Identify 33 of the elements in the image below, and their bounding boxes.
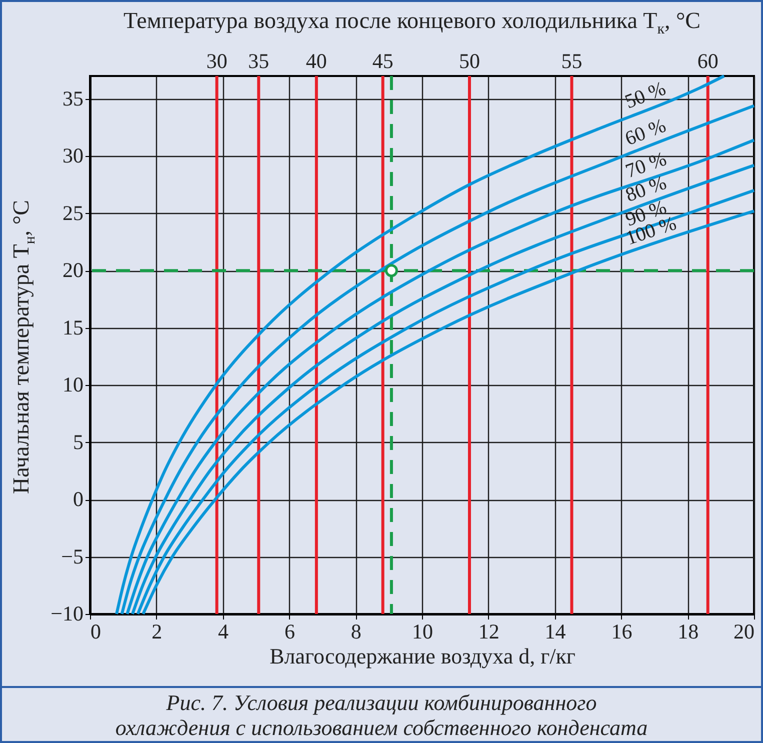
x-axis-title: Влагосодержание воздуха d, г/кг — [270, 644, 576, 668]
y-tick-label: 0 — [73, 487, 84, 512]
x-tick-label: 0 — [90, 620, 101, 644]
x-tick-label: 18 — [678, 620, 699, 644]
y-tick-label: 10 — [62, 372, 84, 397]
annotation: 45 — [372, 49, 394, 73]
x-tick-label: 6 — [284, 620, 295, 644]
y-tick-label: 20 — [62, 258, 84, 282]
x-tick-label: 16 — [611, 620, 632, 644]
y-tick-label: 15 — [62, 315, 84, 340]
y-tick-label: 35 — [62, 86, 84, 110]
annotation: 40 — [306, 49, 327, 73]
y-tick-label: −5 — [61, 544, 84, 568]
y-tick-label: 5 — [73, 430, 84, 454]
annotation: 55 — [561, 49, 582, 73]
x-tick-label: 8 — [350, 620, 362, 644]
y-tick-label: 30 — [62, 144, 84, 168]
text: 60 % — [622, 114, 669, 150]
annotation: 35 — [248, 49, 270, 73]
text: Температура воздуха после концевого холодильника T$_{к}$, °C — [122, 8, 702, 39]
y-tick-label: 25 — [62, 200, 84, 225]
text: 50 % — [622, 78, 669, 114]
x-tick-label: 4 — [218, 620, 230, 644]
annotation: 50 — [458, 49, 480, 73]
x-tick-label: 20 — [734, 620, 754, 644]
annotation: 30 — [206, 49, 228, 73]
x-tick-label: 12 — [478, 620, 500, 644]
x-tick-label: 2 — [152, 620, 162, 644]
annotation: 60 — [697, 49, 718, 73]
x-tick-label: 14 — [544, 620, 566, 644]
x-tick-label: 10 — [412, 620, 433, 644]
text: Рис. 7. Условия реализации комбинированного охлаждения с использованием собственного конденсата — [2, 686, 761, 741]
y-tick-label: −10 — [50, 602, 84, 626]
